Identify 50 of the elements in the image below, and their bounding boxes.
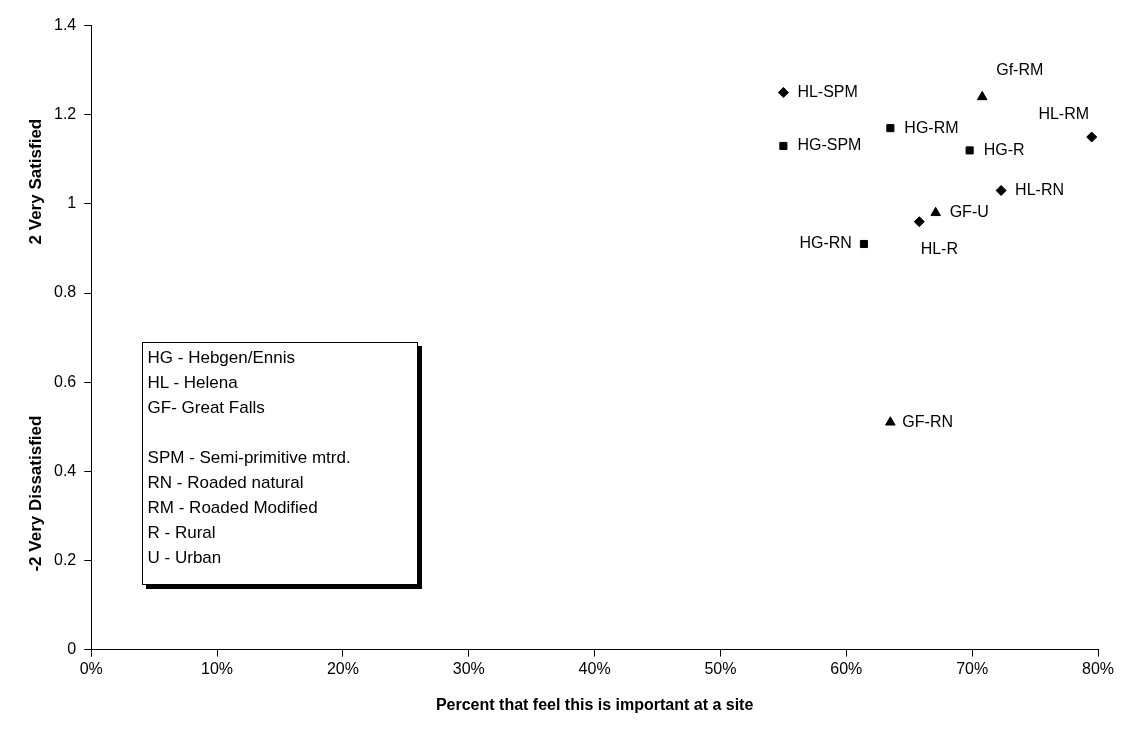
x-tick-label: 10% xyxy=(201,659,234,677)
annotation: HL-R xyxy=(920,240,958,258)
point xyxy=(859,239,868,249)
point xyxy=(930,206,941,217)
x-tick-label: 80% xyxy=(1081,659,1115,677)
annotation: Gf-RM xyxy=(996,61,1044,79)
y-tick-label: 1 xyxy=(67,194,77,212)
y-axis-title: 2 Very Satisfied xyxy=(25,118,45,245)
y-tick-label: 0.8 xyxy=(53,283,77,301)
annotation: GF-RN xyxy=(902,412,954,430)
annotation: HL-RM xyxy=(1038,105,1090,123)
annotation: RM - Roaded Modified xyxy=(147,497,319,520)
y-tick-label: 1.4 xyxy=(53,16,77,34)
annotation: HL-SPM xyxy=(797,82,858,100)
annotation: HL-RN xyxy=(1015,180,1064,198)
point xyxy=(777,86,789,98)
point xyxy=(779,141,788,150)
annotation: HG-R xyxy=(983,140,1025,158)
point xyxy=(965,146,974,155)
annotation: U - Urban xyxy=(147,547,223,570)
x-tick-label: 20% xyxy=(326,659,359,677)
annotation: HG-RN xyxy=(799,234,852,252)
annotation: GF-U xyxy=(949,203,989,221)
y-tick-label: 0.6 xyxy=(53,372,77,390)
annotation: GF- Great Falls xyxy=(147,397,266,420)
x-tick-label: 40% xyxy=(578,659,611,677)
x-tick-label: 0% xyxy=(79,659,103,677)
x-tick-label: 50% xyxy=(704,659,737,677)
x-axis-title: Percent that feel this is important at a site xyxy=(435,695,754,713)
point xyxy=(995,185,1007,197)
x-tick-label: 60% xyxy=(830,659,863,677)
annotation: SPM - Semi-primitive mtrd. xyxy=(147,447,352,470)
annotation: HL - Helena xyxy=(147,372,239,395)
y-tick-label: 0.4 xyxy=(53,461,77,479)
annotation: HG-RM xyxy=(904,118,959,136)
annotation: RN - Roaded natural xyxy=(147,472,305,495)
x-tick-label: 70% xyxy=(956,659,989,677)
annotation: HG-SPM xyxy=(797,136,862,154)
point xyxy=(1086,131,1098,143)
point xyxy=(913,216,925,228)
y-tick-label: 1.2 xyxy=(53,105,77,123)
point xyxy=(886,124,895,133)
x-tick-label: 30% xyxy=(452,659,485,677)
point xyxy=(885,416,896,426)
y-tick-label: 0.2 xyxy=(53,550,77,568)
annotation: HG - Hebgen/Ennis xyxy=(147,347,296,370)
y-tick-label: 0 xyxy=(67,640,77,658)
annotation: R - Rural xyxy=(147,522,217,545)
text: -2 Very Dissatisfied xyxy=(25,415,45,572)
point xyxy=(976,90,988,101)
